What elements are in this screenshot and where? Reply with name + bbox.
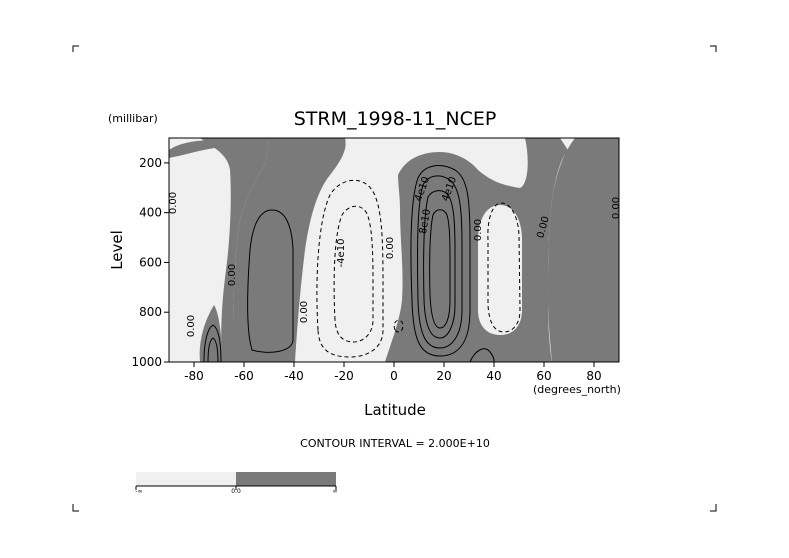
contour-positive-south [247, 209, 294, 353]
colorbar: -∞ 0.0 ∞ [135, 472, 338, 495]
y-tick-label: 400 [139, 206, 162, 220]
colorbar-label-max: ∞ [333, 488, 338, 495]
contour-label-zero-6: 0.00 [473, 219, 484, 241]
contour-lines [203, 165, 495, 362]
y-tick-label: 1000 [131, 355, 162, 369]
colorbar-positive-swatch [236, 472, 336, 486]
positive-region-south-edge [199, 305, 222, 362]
contour-negative-small [393, 319, 404, 333]
negative-region-tropics-north [478, 205, 522, 335]
y-axis-title: Level [108, 230, 126, 270]
contour-negative-north [487, 202, 521, 333]
x-unit-label: (degrees_north) [533, 383, 621, 396]
x-axis: -80 -60 -40 -20 0 20 40 60 80 [184, 362, 602, 383]
y-tick-label: 200 [139, 156, 162, 170]
x-tick-label: 20 [436, 369, 451, 383]
contour-label-zero-1: 0.00 [168, 192, 179, 214]
contour-negative-south-outer [316, 180, 384, 358]
x-tick-label: 60 [536, 369, 551, 383]
contour-label-zero-2: 0.00 [186, 315, 197, 337]
y-axis: 200 400 600 800 1000 [131, 156, 169, 369]
x-tick-label: -40 [284, 369, 304, 383]
contour-tropics-lower [469, 348, 495, 362]
contour-tropics-1 [410, 165, 471, 357]
colorbar-negative-swatch [136, 472, 236, 486]
y-unit-label: (millibar) [108, 112, 158, 125]
contour-tropics-2 [417, 175, 463, 349]
x-tick-label: -60 [234, 369, 254, 383]
positive-region-north-polar [548, 138, 619, 362]
x-axis-title: Latitude [364, 401, 426, 419]
y-tick-label: 800 [139, 305, 162, 319]
x-tick-label: 40 [486, 369, 501, 383]
positive-region-tropics [385, 138, 568, 362]
y-tick-label: 600 [139, 255, 162, 269]
x-tick-label: -20 [334, 369, 354, 383]
plot-area: 0.00 0.00 0.00 0.00 -4e10 0.00 8e10 4e10… [168, 137, 622, 363]
contour-label-minus-4e10: -4e10 [336, 239, 347, 268]
x-tick-label: -80 [184, 369, 204, 383]
dashed-contours [316, 180, 521, 358]
contour-label-8e10: 8e10 [418, 208, 433, 235]
crop-marks [72, 45, 717, 512]
positive-region-midlat-south [233, 138, 346, 362]
contour-negative-south-inner [333, 205, 374, 343]
contour-tropics-4 [429, 209, 451, 329]
x-tick-label: 80 [586, 369, 601, 383]
contour-label-zero-4: 0.00 [299, 301, 310, 323]
contour-label-zero-3: 0.00 [227, 264, 238, 286]
contour-label-zero-8: 0.00 [611, 197, 622, 219]
colorbar-label-min: -∞ [135, 488, 142, 495]
contour-south-polar-inner [203, 324, 222, 362]
colorbar-label-zero: 0.0 [231, 488, 241, 495]
x-tick-label: 0 [390, 369, 398, 383]
positive-region-south-polar [200, 138, 269, 362]
contour-tropics-3 [423, 190, 456, 339]
positive-region-west-cap [169, 140, 215, 158]
contour-interval-label: CONTOUR INTERVAL = 2.000E+10 [300, 437, 490, 450]
contour-labels: 0.00 0.00 0.00 0.00 -4e10 0.00 8e10 4e10… [168, 175, 622, 337]
contour-south-polar-mid [207, 337, 219, 362]
chart-title: STRM_1998-11_NCEP [294, 108, 497, 130]
contour-label-zero-5: 0.00 [385, 237, 396, 259]
